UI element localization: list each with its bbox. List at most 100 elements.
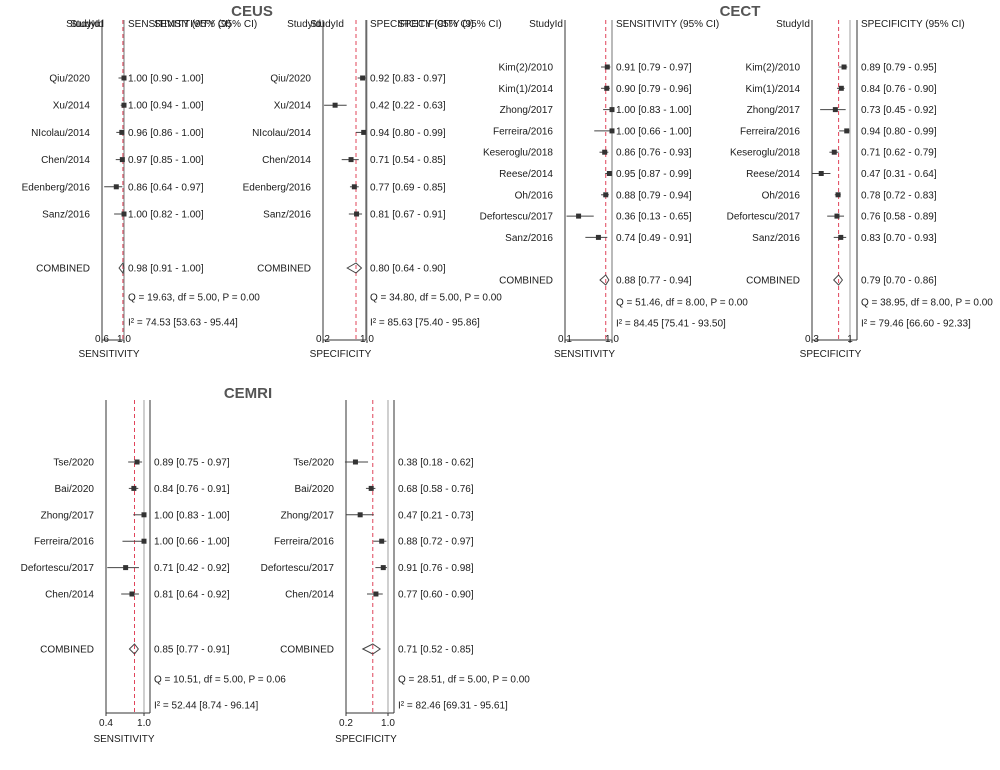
study-label: Sanz/2016 bbox=[505, 233, 553, 244]
combined-label: COMBINED bbox=[746, 276, 800, 287]
estimate-text: 0.92 [0.83 - 0.97] bbox=[370, 74, 446, 85]
study-label: Zhong/2017 bbox=[281, 510, 335, 521]
study-label: Edenberg/2016 bbox=[243, 182, 312, 193]
point-estimate bbox=[131, 485, 137, 491]
combined-label: COMBINED bbox=[280, 645, 334, 656]
point-estimate bbox=[841, 64, 847, 70]
study-label: Kim(2)/2010 bbox=[746, 63, 801, 74]
ceus-specificity-panel: StudyId SPECIFICITY (95% CI) Qiu/2020 0.92 … bbox=[243, 19, 503, 360]
estimate-text: 1.00 [0.90 - 1.00] bbox=[128, 74, 204, 85]
group-title-cect: CECT bbox=[720, 3, 761, 20]
estimate-text: 0.91 [0.79 - 0.97] bbox=[616, 63, 692, 74]
point-estimate bbox=[141, 538, 147, 544]
study-id-header: StudyId bbox=[529, 19, 563, 30]
combined-estimate-text: 0.98 [0.91 - 1.00] bbox=[128, 264, 204, 275]
study-label: Defortescu/2017 bbox=[727, 212, 801, 223]
estimate-text: 1.00 [0.66 - 1.00] bbox=[616, 126, 692, 137]
combined-estimate-text: 0.85 [0.77 - 0.91] bbox=[154, 645, 230, 656]
point-estimate bbox=[373, 591, 379, 597]
study-label: NIcolau/2014 bbox=[252, 128, 311, 139]
point-estimate bbox=[351, 184, 357, 190]
x-axis-label: SPECIFICITY bbox=[800, 349, 862, 360]
study-label: Qiu/2020 bbox=[270, 74, 311, 85]
estimate-text: 0.86 [0.76 - 0.93] bbox=[616, 148, 692, 159]
estimate-text: 0.47 [0.31 - 0.64] bbox=[861, 169, 937, 180]
estimate-text: 0.94 [0.80 - 0.99] bbox=[370, 128, 446, 139]
study-label: Sanz/2016 bbox=[263, 210, 311, 221]
point-estimate bbox=[604, 85, 610, 91]
estimate-text: 0.77 [0.69 - 0.85] bbox=[370, 182, 446, 193]
point-estimate bbox=[595, 234, 601, 240]
study-label: Xu/2014 bbox=[274, 101, 312, 112]
x-tick-label: 0.6 bbox=[95, 334, 109, 345]
study-label: Oh/2016 bbox=[515, 190, 554, 201]
statistic-header: SPECIFICITY (95% CI) bbox=[398, 19, 502, 30]
cect-sensitivity-panel: StudyId SENSITIVITY (95% CI) Kim(2)/2010 0.… bbox=[480, 19, 749, 360]
point-estimate bbox=[604, 64, 610, 70]
x-tick-label: 0.2 bbox=[339, 718, 353, 729]
point-estimate bbox=[119, 129, 125, 135]
x-axis-label: SPECIFICITY bbox=[335, 734, 397, 745]
study-label: Qiu/2020 bbox=[49, 74, 90, 85]
estimate-text: 0.86 [0.64 - 0.97] bbox=[128, 182, 204, 193]
point-estimate bbox=[361, 129, 367, 135]
study-id-header: StudyId bbox=[310, 19, 344, 30]
estimate-text: 0.74 [0.49 - 0.91] bbox=[616, 233, 692, 244]
point-estimate bbox=[360, 75, 366, 81]
study-label: Defortescu/2017 bbox=[261, 563, 335, 574]
heterogeneity-i2-text: I² = 79.46 [66.60 - 92.33] bbox=[861, 319, 971, 330]
point-estimate bbox=[129, 591, 135, 597]
combined-label: COMBINED bbox=[499, 276, 553, 287]
study-label: Kim(2)/2010 bbox=[499, 63, 554, 74]
combined-estimate-text: 0.71 [0.52 - 0.85] bbox=[398, 645, 474, 656]
point-estimate bbox=[603, 192, 609, 198]
combined-estimate-text: 0.88 [0.77 - 0.94] bbox=[616, 276, 692, 287]
combined-diamond bbox=[833, 274, 844, 286]
x-axis-label: SPECIFICITY bbox=[310, 349, 372, 360]
study-label: Reese/2014 bbox=[499, 169, 553, 180]
heterogeneity-q-text: Q = 38.95, df = 8.00, P = 0.00 bbox=[861, 298, 993, 309]
heterogeneity-i2-text: I² = 52.44 [8.74 - 96.14] bbox=[154, 701, 258, 712]
estimate-text: 1.00 [0.82 - 1.00] bbox=[128, 210, 204, 221]
study-label: Xu/2014 bbox=[53, 101, 91, 112]
point-estimate bbox=[609, 128, 615, 134]
combined-estimate-text: 0.80 [0.64 - 0.90] bbox=[370, 264, 446, 275]
x-tick-label: 1.0 bbox=[117, 334, 131, 345]
heterogeneity-q-text: Q = 28.51, df = 5.00, P = 0.00 bbox=[398, 675, 530, 686]
cemri-sensitivity-panel: StudyId SENSITIVITY (95% CI) Tse/2020 0.89 … bbox=[21, 19, 287, 745]
study-label: Zhong/2017 bbox=[747, 105, 801, 116]
point-estimate bbox=[121, 75, 127, 81]
estimate-text: 0.90 [0.79 - 0.96] bbox=[616, 84, 692, 95]
estimate-text: 1.00 [0.83 - 1.00] bbox=[154, 510, 230, 521]
estimate-text: 0.96 [0.86 - 1.00] bbox=[128, 128, 204, 139]
estimate-text: 0.78 [0.72 - 0.83] bbox=[861, 190, 937, 201]
point-estimate bbox=[838, 234, 844, 240]
study-label: Edenberg/2016 bbox=[22, 182, 91, 193]
study-label: Zhong/2017 bbox=[500, 105, 554, 116]
cemri-specificity-panel: StudyId SPECIFICITY (95% CI) Tse/2020 0.38 … bbox=[261, 19, 531, 745]
x-axis-label: SENSITIVITY bbox=[78, 349, 139, 360]
x-tick-label: 0.1 bbox=[558, 334, 572, 345]
group-title-cemri: CEMRI bbox=[224, 385, 272, 402]
point-estimate bbox=[123, 565, 129, 571]
estimate-text: 0.76 [0.58 - 0.89] bbox=[861, 212, 937, 223]
estimate-text: 0.81 [0.67 - 0.91] bbox=[370, 210, 446, 221]
estimate-text: 0.81 [0.64 - 0.92] bbox=[154, 590, 230, 601]
heterogeneity-i2-text: I² = 85.63 [75.40 - 95.86] bbox=[370, 318, 480, 329]
estimate-text: 0.83 [0.70 - 0.93] bbox=[861, 233, 937, 244]
heterogeneity-q-text: Q = 10.51, df = 5.00, P = 0.06 bbox=[154, 675, 286, 686]
study-label: Chen/2014 bbox=[45, 590, 94, 601]
study-id-header: StudyId bbox=[66, 19, 100, 30]
point-estimate bbox=[119, 157, 125, 163]
estimate-text: 0.84 [0.76 - 0.90] bbox=[861, 84, 937, 95]
heterogeneity-q-text: Q = 19.63, df = 5.00, P = 0.00 bbox=[128, 293, 260, 304]
x-tick-label: 0.3 bbox=[805, 334, 819, 345]
study-label: Tse/2020 bbox=[53, 458, 94, 469]
group-title-ceus: CEUS bbox=[231, 3, 273, 20]
study-label: Bai/2020 bbox=[295, 484, 335, 495]
estimate-text: 0.73 [0.45 - 0.92] bbox=[861, 105, 937, 116]
x-tick-label: 1.0 bbox=[605, 334, 619, 345]
point-estimate bbox=[606, 171, 612, 176]
point-estimate bbox=[844, 128, 850, 134]
